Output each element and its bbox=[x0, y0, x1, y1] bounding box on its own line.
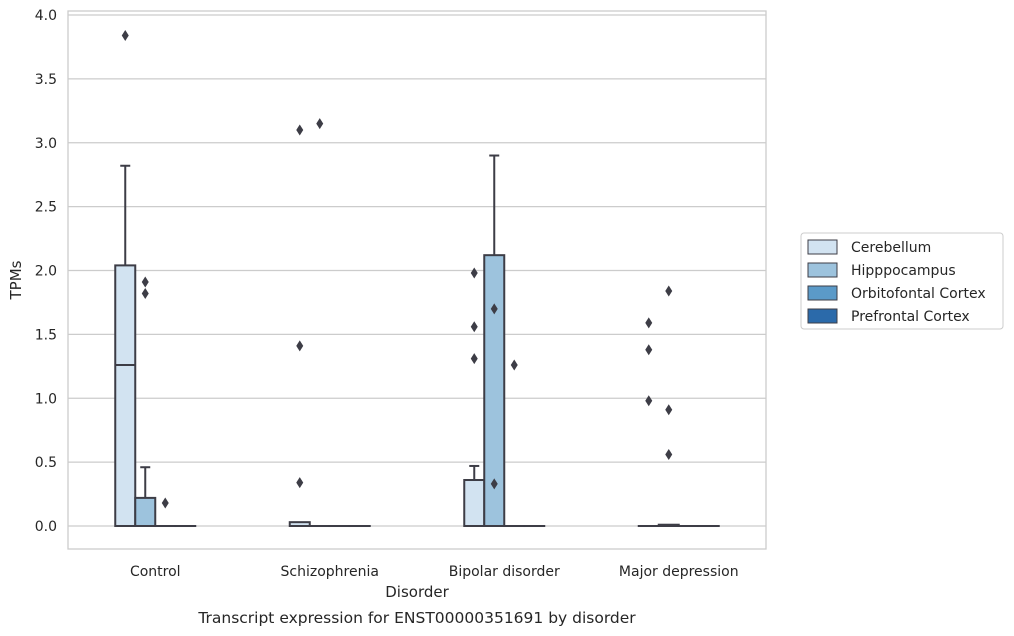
outlier-point bbox=[296, 340, 304, 352]
outlier-point bbox=[665, 285, 673, 297]
y-tick-label: 0.5 bbox=[35, 455, 57, 471]
outlier-point bbox=[161, 497, 169, 509]
box-body bbox=[463, 479, 486, 528]
y-tick-label: 2.5 bbox=[35, 200, 57, 216]
box-series bbox=[114, 154, 720, 528]
y-axis-title: TPMs bbox=[7, 260, 25, 300]
y-tick-label: 2.0 bbox=[35, 264, 57, 280]
legend-label: Hipppocampus bbox=[851, 263, 956, 279]
outlier-point bbox=[665, 404, 673, 416]
legend: Cerebellum Hipppocampus Orbitofontal Corte… bbox=[800, 232, 1004, 330]
legend-label: Prefrontal Cortex bbox=[851, 309, 970, 325]
legend-swatch bbox=[807, 239, 838, 255]
y-tick-label: 4.0 bbox=[35, 8, 57, 24]
outlier-point bbox=[470, 267, 478, 279]
box-cerebellum bbox=[288, 521, 311, 527]
y-tick-label: 1.0 bbox=[35, 391, 57, 407]
outlier-points bbox=[121, 29, 673, 509]
plot-area bbox=[67, 10, 767, 550]
outlier-point bbox=[645, 344, 653, 356]
legend-label: Cerebellum bbox=[851, 240, 931, 256]
outlier-point bbox=[510, 359, 518, 371]
outlier-point bbox=[316, 118, 324, 130]
x-axis-title: Disorder bbox=[385, 583, 449, 601]
x-tick-label: Control bbox=[130, 564, 181, 580]
box-hipppocampus bbox=[134, 466, 157, 527]
box-hipppocampus bbox=[657, 523, 680, 527]
y-tick-labels: 0.0 0.5 1.0 1.5 2.0 2.5 3.0 3.5 4.0 bbox=[35, 8, 57, 535]
outlier-point bbox=[645, 395, 653, 407]
outlier-point bbox=[470, 353, 478, 365]
outlier-point bbox=[665, 448, 673, 460]
y-tick-label: 1.5 bbox=[35, 327, 57, 343]
legend-swatch bbox=[807, 262, 838, 278]
outlier-point bbox=[470, 321, 478, 333]
box-hipppocampus bbox=[483, 154, 506, 527]
outlier-point bbox=[141, 287, 149, 299]
legend-label: Orbitofontal Cortex bbox=[851, 286, 986, 302]
outlier-point bbox=[490, 303, 498, 315]
x-tick-label: Major depression bbox=[619, 564, 739, 580]
legend-swatch bbox=[807, 308, 838, 324]
chart-caption: Transcript expression for ENST0000035169… bbox=[197, 609, 636, 627]
outlier-point bbox=[141, 276, 149, 288]
x-tick-label: Schizophrenia bbox=[281, 564, 379, 580]
y-tick-label: 0.0 bbox=[35, 519, 57, 535]
outlier-point bbox=[296, 124, 304, 136]
box-body bbox=[134, 496, 157, 527]
y-gridlines bbox=[68, 14, 766, 527]
outlier-point bbox=[490, 478, 498, 490]
y-tick-label: 3.5 bbox=[35, 72, 57, 88]
box-body bbox=[114, 264, 137, 527]
outlier-point bbox=[645, 317, 653, 329]
x-tick-label: Bipolar disorder bbox=[449, 564, 560, 580]
y-tick-label: 3.0 bbox=[35, 136, 57, 152]
legend-frame bbox=[800, 232, 1004, 330]
x-tick-labels: Control Schizophrenia Bipolar disorder Majo… bbox=[130, 564, 739, 580]
legend-swatch bbox=[807, 285, 838, 301]
box-cerebellum bbox=[114, 164, 137, 527]
outlier-point bbox=[121, 29, 129, 41]
outlier-point bbox=[296, 477, 304, 489]
